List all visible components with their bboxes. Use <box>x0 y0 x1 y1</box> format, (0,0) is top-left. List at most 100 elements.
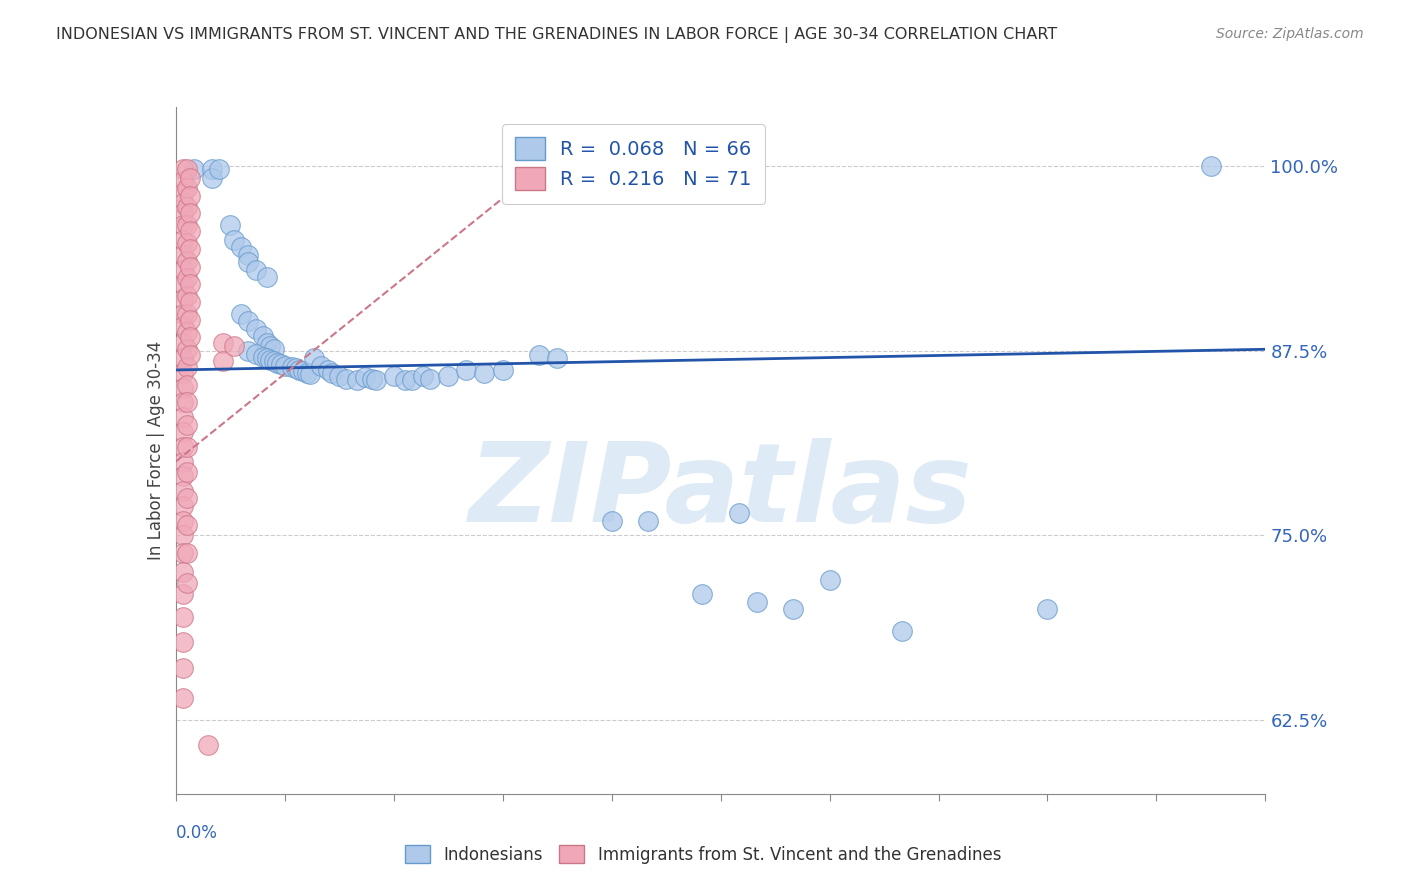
Point <box>219 218 242 232</box>
Point <box>546 351 568 366</box>
Point <box>353 370 375 384</box>
Point <box>263 343 285 357</box>
Point <box>382 368 405 383</box>
Point <box>172 277 194 292</box>
Point <box>252 329 274 343</box>
Point <box>222 233 245 247</box>
Point <box>288 363 311 377</box>
Point <box>419 372 441 386</box>
Point <box>179 330 201 344</box>
Text: Source: ZipAtlas.com: Source: ZipAtlas.com <box>1216 27 1364 41</box>
Point <box>176 575 198 590</box>
Point <box>284 361 307 376</box>
Point <box>172 248 194 262</box>
Text: INDONESIAN VS IMMIGRANTS FROM ST. VINCENT AND THE GRENADINES IN LABOR FORCE | AG: INDONESIAN VS IMMIGRANTS FROM ST. VINCEN… <box>56 27 1057 43</box>
Point <box>172 336 194 351</box>
Point <box>401 373 423 387</box>
Point <box>172 546 194 560</box>
Point <box>172 233 194 247</box>
Point <box>172 262 194 277</box>
Point <box>328 368 350 383</box>
Point <box>437 368 460 383</box>
Point <box>474 366 496 380</box>
Point <box>172 186 194 200</box>
Point <box>456 363 478 377</box>
Point <box>412 368 434 383</box>
Point <box>212 336 235 351</box>
Point <box>176 289 198 303</box>
Point <box>208 162 231 177</box>
Point <box>291 364 314 378</box>
Point <box>274 359 297 373</box>
Point <box>176 307 198 321</box>
Point <box>492 363 515 377</box>
Point <box>172 162 194 177</box>
Point <box>172 366 194 380</box>
Point <box>727 506 749 520</box>
Point <box>172 425 194 439</box>
Point <box>245 347 267 361</box>
Point <box>172 454 194 468</box>
Point <box>266 355 288 369</box>
Point <box>179 170 201 185</box>
Point <box>176 235 198 250</box>
Point <box>222 339 245 353</box>
Point <box>172 499 194 513</box>
Point <box>172 566 194 580</box>
Point <box>238 248 260 262</box>
Point <box>172 587 194 601</box>
Point <box>782 602 804 616</box>
Point <box>176 343 198 357</box>
Point <box>176 491 198 506</box>
Point <box>172 196 194 211</box>
Point <box>176 546 198 560</box>
Point <box>231 240 253 254</box>
Point <box>179 188 201 202</box>
Point <box>172 206 194 220</box>
Point <box>245 262 267 277</box>
Point <box>172 690 194 705</box>
Point <box>238 314 260 328</box>
Point <box>302 351 325 366</box>
Point <box>245 321 267 335</box>
Point <box>238 343 260 358</box>
Point <box>179 206 201 220</box>
Point <box>201 162 224 177</box>
Point <box>360 372 382 386</box>
Point <box>176 359 198 374</box>
Point <box>309 359 332 373</box>
Point <box>176 395 198 409</box>
Point <box>172 381 194 395</box>
Point <box>172 469 194 483</box>
Point <box>745 595 768 609</box>
Point <box>231 307 253 321</box>
Point <box>172 410 194 425</box>
Point <box>179 224 201 238</box>
Point <box>172 218 194 232</box>
Point <box>394 373 416 387</box>
Point <box>172 395 194 409</box>
Point <box>263 354 285 368</box>
Point <box>238 255 260 269</box>
Point <box>172 318 194 333</box>
Point <box>212 354 235 368</box>
Point <box>172 351 194 366</box>
Point <box>335 372 357 386</box>
Point <box>176 201 198 215</box>
Point <box>183 162 205 177</box>
Point <box>256 351 278 366</box>
Point <box>172 661 194 675</box>
Point <box>270 357 292 371</box>
Point <box>172 174 194 188</box>
Point <box>176 465 198 479</box>
Point <box>176 417 198 432</box>
Text: 0.0%: 0.0% <box>176 824 218 842</box>
Point <box>179 348 201 362</box>
Text: ZIPatlas: ZIPatlas <box>468 438 973 545</box>
Point <box>692 587 714 601</box>
Point <box>259 339 281 353</box>
Point <box>281 359 304 374</box>
Point <box>179 260 201 274</box>
Point <box>179 277 201 292</box>
Point <box>176 181 198 195</box>
